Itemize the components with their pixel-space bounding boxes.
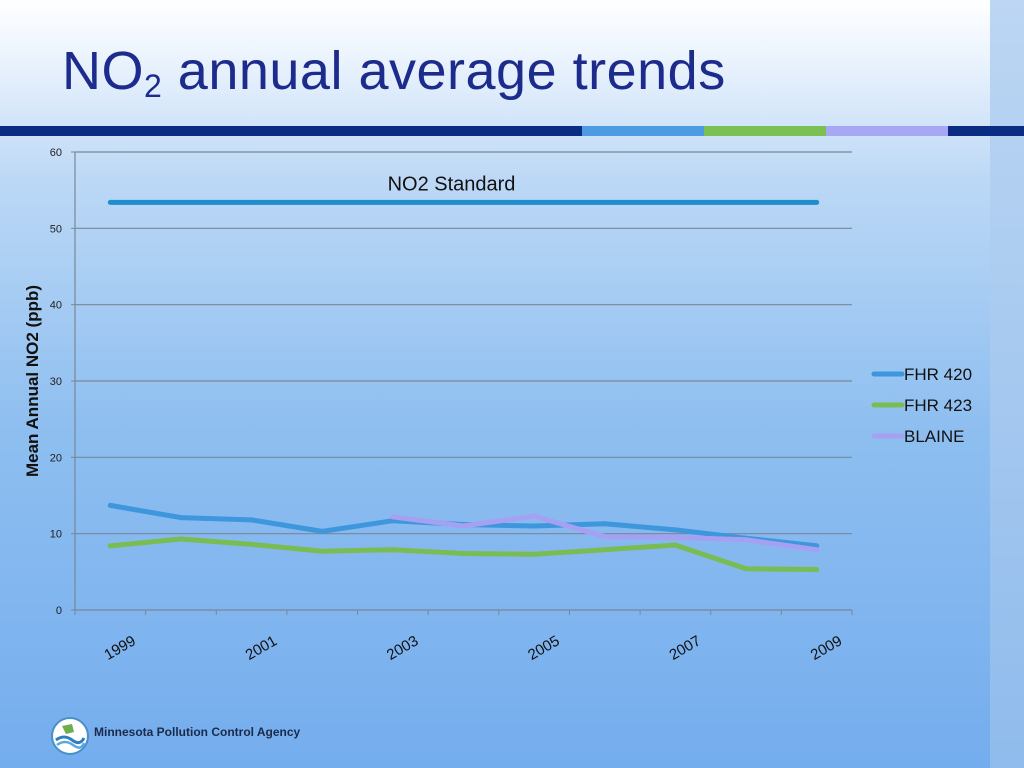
data-point-fhr-423-2006 — [602, 547, 608, 553]
legend: FHR 420 FHR 423 BLAINE — [871, 365, 972, 446]
divider-green — [704, 126, 826, 136]
x-tick-label-2005: 2005 — [525, 632, 562, 663]
data-point-fhr-420-2002 — [319, 528, 325, 534]
x-tick-label-1999: 1999 — [101, 632, 138, 663]
legend-label-fhr-423: FHR 423 — [904, 396, 972, 415]
data-point-fhr-420-1999 — [107, 502, 113, 508]
y-tick-label-0: 0 — [56, 605, 62, 617]
data-point-fhr-423-2008 — [743, 566, 749, 572]
x-axis: 1999 2001 2003 2005 2007 2009 — [74, 610, 853, 664]
data-point-fhr-420-2006 — [602, 521, 608, 527]
x-tick-label-2009: 2009 — [808, 632, 845, 663]
series-lines — [107, 502, 820, 573]
y-tick-label-60: 60 — [50, 147, 62, 159]
mpca-logo-icon — [51, 717, 89, 755]
x-tick-label-2003: 2003 — [384, 632, 421, 663]
y-tick-label-30: 30 — [50, 376, 62, 388]
data-point-blaine-2005 — [531, 513, 537, 519]
data-point-blaine-2008 — [743, 537, 749, 543]
title-subscript: 2 — [144, 68, 163, 104]
gridlines — [75, 151, 852, 611]
data-point-blaine-2009 — [814, 547, 820, 553]
mpca-logo: Minnesota Pollution Control Agency — [50, 714, 350, 758]
data-point-blaine-2007 — [672, 534, 678, 540]
reference-line-group: NO2 Standard — [107, 173, 820, 205]
data-point-fhr-423-2005 — [531, 551, 537, 557]
no2-line-chart: 0 10 20 30 40 50 60 1999 2001 2003 2005 2007 2009 N… — [23, 147, 972, 664]
divider-navy-right — [948, 126, 1024, 136]
data-point-blaine-2003 — [390, 514, 396, 520]
title-main: NO — [62, 41, 144, 101]
data-point-fhr-420-2001 — [249, 517, 255, 523]
divider-blue — [582, 126, 704, 136]
data-point-fhr-423-2000 — [178, 536, 184, 542]
data-point-blaine-2004 — [461, 523, 466, 529]
y-tick-label-50: 50 — [50, 223, 62, 235]
data-point-fhr-423-2003 — [390, 547, 396, 553]
y-tick-label-10: 10 — [50, 529, 62, 541]
data-point-fhr-423-1999 — [107, 543, 113, 549]
divider-navy-left — [0, 126, 582, 136]
x-tick-label-2001: 2001 — [243, 632, 280, 663]
data-point-fhr-423-2004 — [461, 551, 466, 557]
data-point-blaine-2006 — [602, 534, 608, 540]
y-axis-label: Mean Annual NO2 (ppb) — [23, 285, 42, 477]
slide-title: NO2 annual average trends — [62, 40, 726, 105]
data-point-fhr-420-2000 — [178, 515, 184, 521]
data-point-fhr-423-2009 — [814, 567, 820, 573]
data-point-fhr-420-2007 — [672, 527, 678, 533]
title-divider-bars — [0, 126, 1024, 136]
y-tick-label-20: 20 — [50, 452, 62, 464]
legend-label-fhr-420: FHR 420 — [904, 365, 972, 384]
data-point-fhr-420-2005 — [531, 523, 537, 529]
title-rest: annual average trends — [162, 41, 726, 101]
agency-name: Minnesota Pollution Control Agency — [94, 725, 301, 739]
series-line-blaine — [390, 513, 820, 553]
y-tick-label-40: 40 — [50, 300, 62, 312]
no2-standard-label: NO2 Standard — [388, 173, 516, 195]
y-axis: 0 10 20 30 40 50 60 — [50, 147, 76, 617]
data-point-fhr-423-2002 — [319, 548, 325, 554]
x-tick-label-2007: 2007 — [666, 632, 703, 663]
divider-purple — [826, 126, 948, 136]
data-point-fhr-423-2001 — [249, 541, 255, 547]
legend-label-blaine: BLAINE — [904, 427, 964, 446]
data-point-fhr-423-2007 — [672, 542, 678, 548]
